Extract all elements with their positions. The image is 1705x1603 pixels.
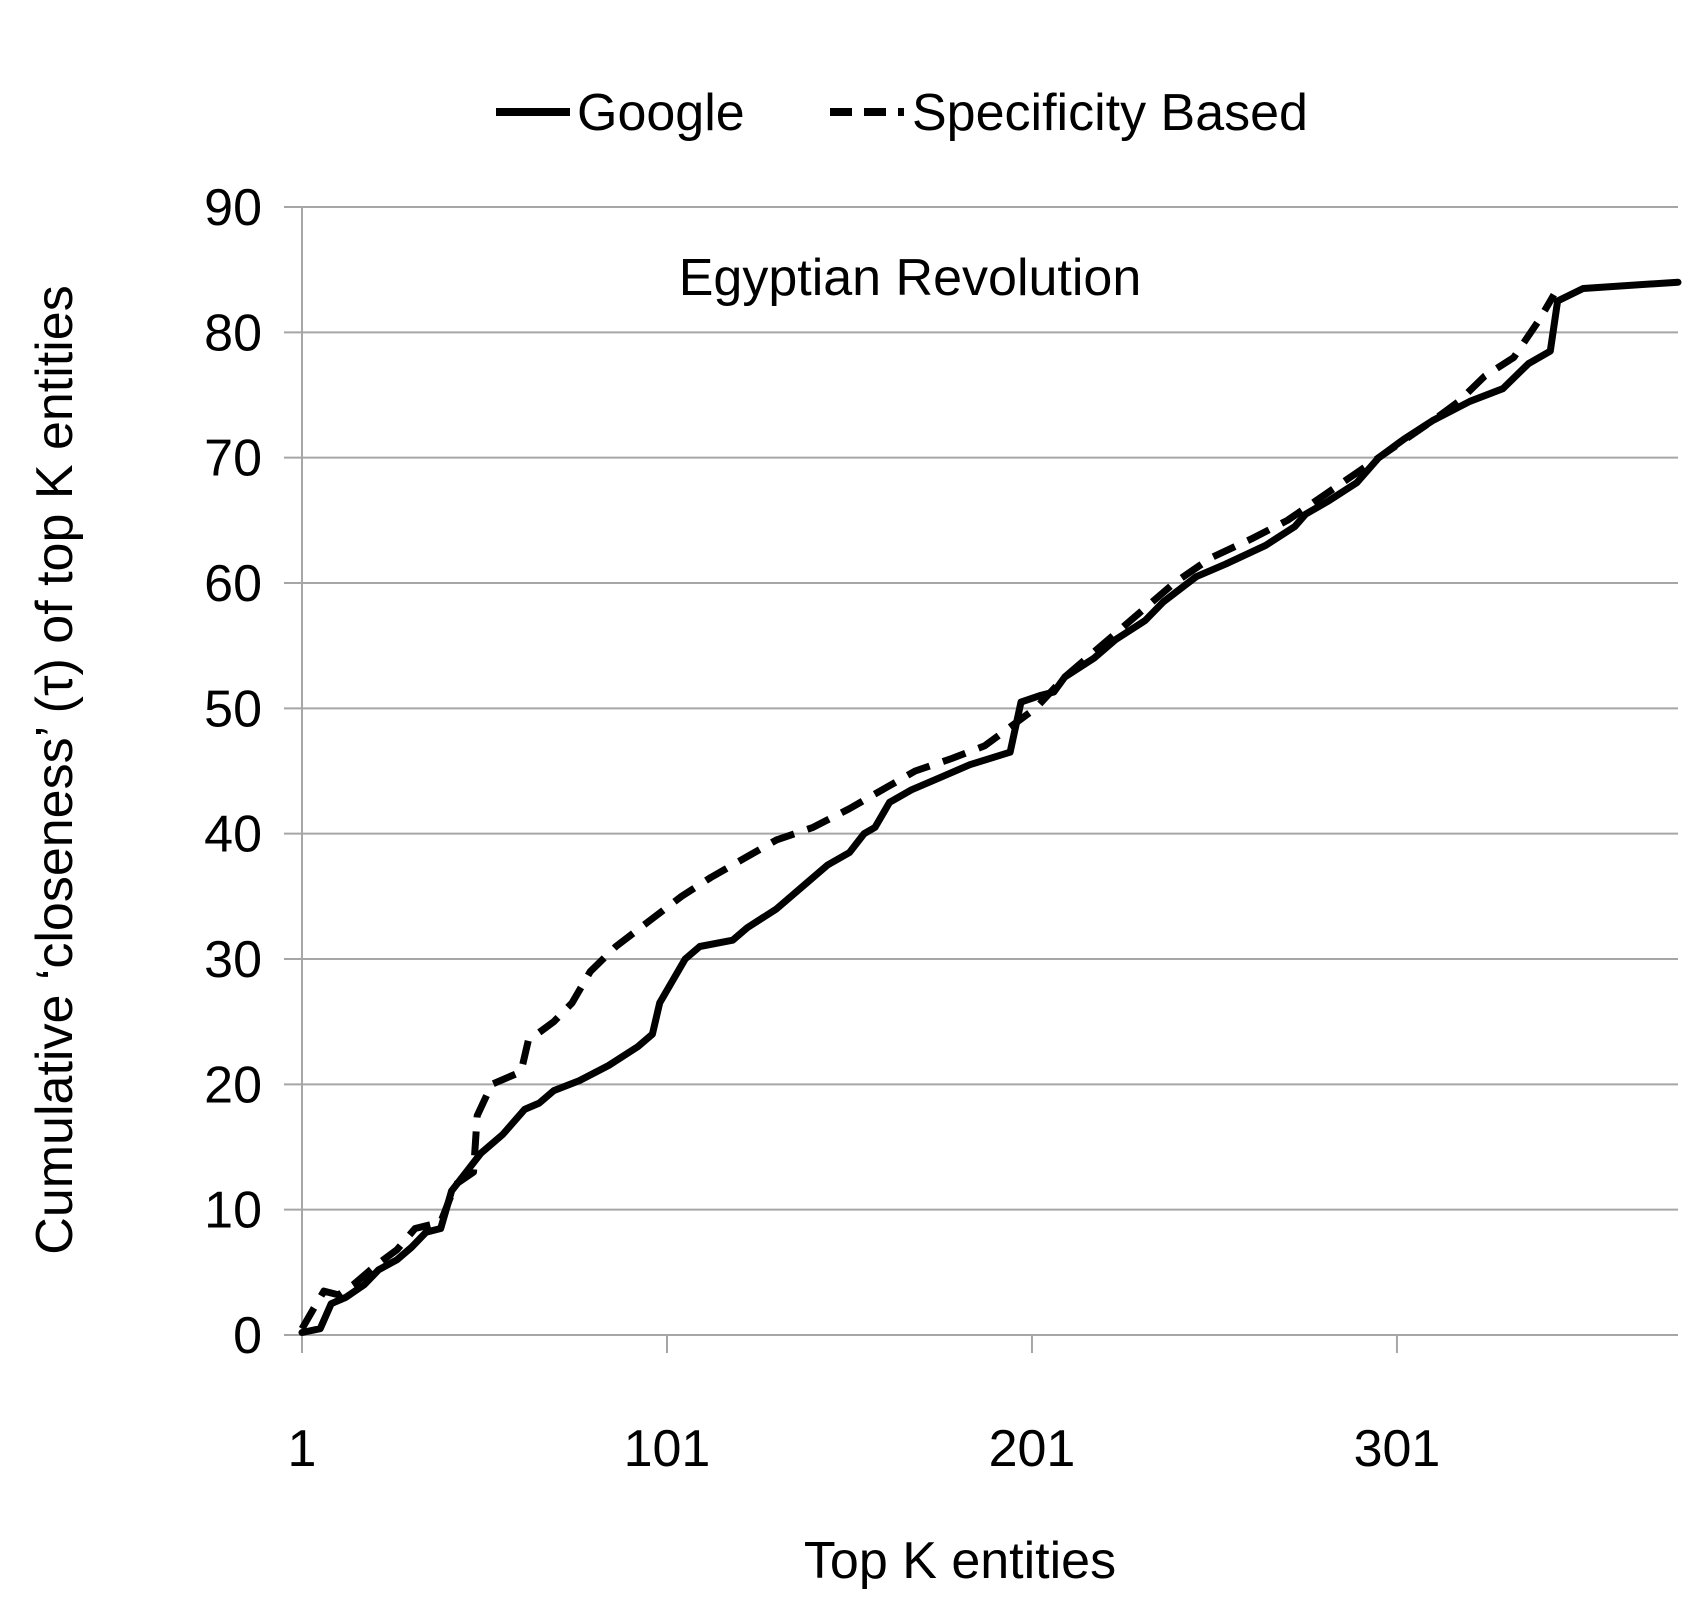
x-tick-label: 301 [1354, 1420, 1441, 1478]
axes [284, 207, 1678, 1353]
y-tick-label: 60 [204, 555, 262, 613]
legend-label: Specificity Based [912, 84, 1308, 142]
chart-annotation: Egyptian Revolution [679, 249, 1142, 307]
tick-labels: 0 10 20 30 40 50 60 70 80 90 1 101 201 301 [204, 179, 1440, 1478]
series-group [298, 278, 1682, 1336]
x-axis-title: Top K entities [804, 1532, 1116, 1590]
series-line-specificity-based [298, 292, 1557, 1331]
y-tick-label: 30 [204, 931, 262, 989]
y-tick-label: 0 [233, 1307, 262, 1365]
y-tick-label: 90 [204, 179, 262, 237]
legend: Google Specificity Based [496, 84, 1308, 142]
y-tick-label: 20 [204, 1056, 262, 1114]
y-tick-label: 10 [204, 1182, 262, 1240]
y-tick-label: 80 [204, 304, 262, 362]
legend-label: Google [577, 84, 745, 142]
series-line-google [298, 278, 1682, 1336]
y-tick-label: 50 [204, 680, 262, 738]
y-tick-label: 40 [204, 806, 262, 864]
x-tick-label: 101 [624, 1420, 711, 1478]
grid [284, 206, 1678, 1211]
x-tick-label: 201 [989, 1420, 1076, 1478]
y-tick-label: 70 [204, 430, 262, 488]
x-tick-label: 1 [288, 1420, 317, 1478]
y-axis-title: Cumulative ‘closeness’ (τ) of top K enti… [26, 285, 84, 1254]
